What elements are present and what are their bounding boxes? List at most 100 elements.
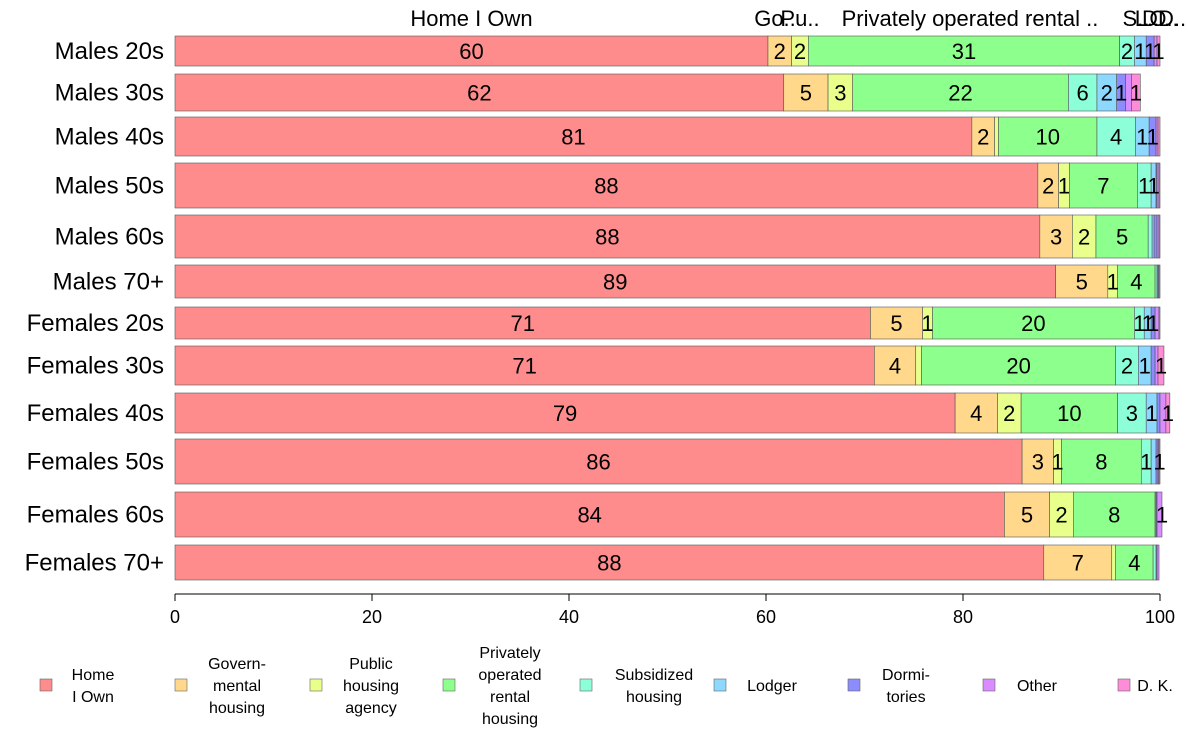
segment-value-label: 2 [794,39,806,64]
row-label: Females 70+ [25,550,164,577]
bar-segment [1069,162,1138,209]
bar-segment [1117,392,1147,434]
bar-segment [852,73,1069,112]
x-tick-label: 100 [1145,607,1175,627]
segment-value-label: 3 [1032,450,1044,475]
segment-value-label: 20 [1021,311,1045,336]
bar-segment [174,214,1041,259]
bar-segment [1039,214,1073,259]
bar-segment [1153,214,1158,259]
top-category-label: Home I Own [410,6,532,31]
segment-value-label: 71 [512,354,536,379]
top-category-label: D.. [1142,6,1170,31]
segment-value-label: 2 [774,39,786,64]
row-label: Females 30s [27,353,164,380]
legend-item: Govern-mental housing [174,656,266,717]
top-category-label: Go.. [754,6,796,31]
bar-segment [174,264,1056,299]
segment-value-label: 7 [1072,551,1084,576]
bar-segment [1156,544,1160,581]
segment-value-label: 1 [1152,39,1164,64]
legend-label: rental [490,689,530,706]
bar-segment [174,491,1005,538]
bar-segment [1158,438,1161,485]
segment-value-label: 1 [1146,401,1158,426]
segment-value-label: 1 [1139,354,1151,379]
segment-value-label: 1 [1146,125,1158,150]
legend-swatch [579,678,593,692]
bar-row: Females 60s 84 5 2 8 1 [27,491,1168,538]
legend-label: housing [343,678,399,695]
bar-segment [994,116,999,157]
row-label: Females 20s [27,310,164,337]
legend-swatch [713,678,727,692]
row-label: Females 50s [27,449,164,476]
bar-segment [1157,116,1161,157]
segment-value-label: 5 [1116,225,1128,250]
legend-label: tories [886,689,925,706]
legend-item: Other [982,678,1058,695]
top-category-label: S.. [1123,6,1150,31]
segment-value-label: 5 [800,81,812,106]
bar-segment [1131,73,1141,112]
legend-swatch [982,678,996,692]
bar-segment [1061,438,1142,485]
segment-value-label: 2 [1078,225,1090,250]
segment-value-label: 1 [1147,174,1159,199]
bar-segment [827,73,853,112]
legend-item: Subsidized housing [579,667,693,706]
bar-segment [1117,264,1156,299]
row-label: Males 40s [55,124,164,151]
legend-swatch [174,678,188,692]
segment-value-label: 22 [948,81,972,106]
segment-value-label: 1 [1144,39,1156,64]
x-tick-label: 60 [756,607,776,627]
bar-segment [1152,544,1157,581]
legend-label: housing [209,700,265,717]
segment-value-label: 71 [510,311,534,336]
row-label: Males 70+ [53,269,164,296]
x-tick-label: 0 [170,607,180,627]
segment-value-label: 81 [561,125,585,150]
bar-segment [1043,544,1113,581]
segment-value-label: 1 [1156,503,1168,528]
segment-value-label: 84 [577,503,601,528]
segment-value-label: 1 [1115,81,1127,106]
segment-value-label: 2 [1121,354,1133,379]
segment-value-label: 1 [1147,311,1159,336]
legend-item: Privately operated rental housing [442,645,542,728]
top-category-label: O.. [1149,6,1178,31]
legend-label: Home [72,667,115,684]
bar-segment [1165,392,1171,434]
segment-value-label: 31 [952,39,976,64]
segment-value-label: 60 [459,39,483,64]
bar-segment [174,306,871,340]
bar-row: Females 40s 79 4 2 10 3 1 1 [27,392,1174,434]
segment-value-label: 2 [1101,81,1113,106]
bar-row: Males 40s 81 2 10 4 11 [55,116,1161,157]
segment-value-label: 4 [1110,125,1122,150]
segment-value-label: 1 [1136,125,1148,150]
legend-label: Lodger [747,678,797,695]
segment-value-label: 2 [1042,174,1054,199]
bar-segment [174,345,875,386]
bar-segment [174,73,785,112]
bar-segment [1158,162,1161,209]
bar-row: Females 70+ 88 7 4 [25,544,1160,581]
x-axis: 0 20 40 60 80 100 [170,593,1175,627]
bar-segment [1156,491,1163,538]
segment-value-label: 8 [1095,450,1107,475]
bar-segment [174,544,1045,581]
legend-label: D. K. [1137,678,1173,695]
segment-value-label: 4 [1128,551,1140,576]
segment-value-label: 5 [1076,270,1088,295]
segment-value-label: 2 [1121,39,1133,64]
segment-value-label: 88 [594,174,618,199]
segment-value-label: 5 [1021,503,1033,528]
bar-segment [1073,491,1156,538]
segment-value-label: 20 [1006,354,1030,379]
bar-segment [870,306,923,340]
bar-row: Males 70+ 89 5 1 4 [53,264,1161,299]
legend-label: agency [345,700,397,717]
legend-label: Other [1017,678,1058,695]
